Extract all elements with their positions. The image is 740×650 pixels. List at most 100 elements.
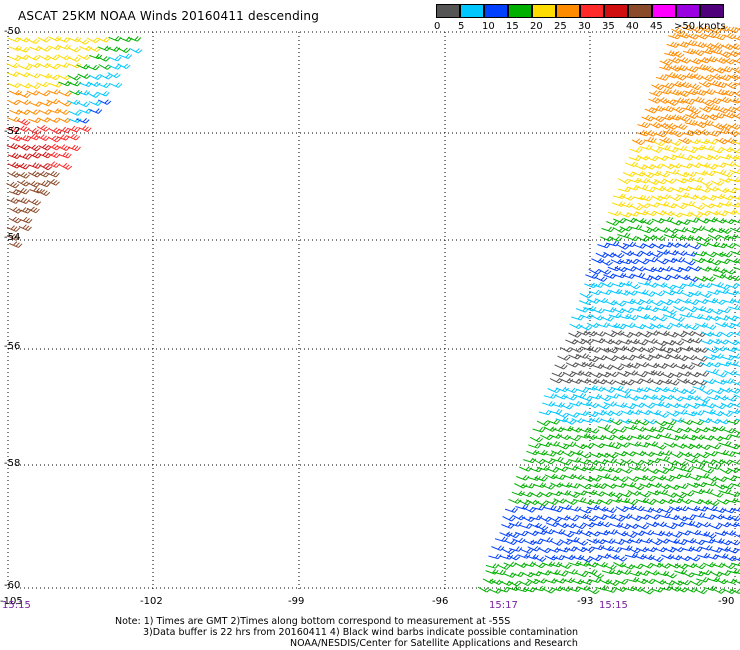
wind-barb — [717, 521, 732, 528]
wind-barb — [590, 572, 605, 579]
wind-barb — [508, 580, 522, 587]
wind-barb — [695, 322, 709, 328]
wind-barb — [630, 305, 644, 312]
legend-tick: 40 — [626, 21, 639, 32]
wind-barb — [642, 578, 656, 585]
wind-barb — [620, 332, 634, 338]
wind-barb — [665, 99, 679, 106]
wind-barb — [736, 202, 740, 205]
wind-barb — [702, 170, 716, 177]
wind-barb — [707, 130, 721, 137]
wind-barb — [702, 88, 716, 95]
wind-barb — [504, 539, 518, 546]
wind-barb — [674, 363, 688, 370]
wind-barb — [673, 73, 687, 81]
wind-barb — [699, 180, 713, 187]
wind-barb — [684, 587, 698, 593]
wind-barb — [550, 456, 564, 463]
wind-barb — [711, 122, 725, 130]
wind-barb — [8, 45, 22, 51]
graticule — [7, 31, 736, 590]
wind-barb — [671, 316, 685, 322]
legend-swatch — [628, 4, 652, 18]
wind-barb — [726, 50, 740, 57]
wind-barb — [722, 243, 736, 249]
wind-barb — [730, 506, 740, 512]
wind-barb — [685, 65, 699, 73]
wind-barb — [67, 125, 81, 133]
wind-barb — [603, 513, 617, 520]
wind-barb — [612, 516, 626, 522]
wind-barb — [702, 276, 716, 282]
legend-tick: 25 — [554, 21, 567, 32]
wind-barb — [678, 472, 692, 479]
wind-barb — [6, 225, 21, 232]
wind-barb — [660, 241, 674, 248]
wind-barb — [686, 482, 701, 488]
wind-barb — [7, 171, 21, 178]
wind-barb — [649, 252, 664, 258]
wind-barb — [642, 475, 656, 482]
wind-barb — [605, 452, 619, 459]
wind-barb — [710, 388, 724, 395]
wind-barb — [86, 92, 100, 98]
wind-barb — [117, 63, 131, 70]
wind-barb — [700, 488, 714, 494]
wind-barb — [651, 115, 665, 123]
legend-tick: 45 — [650, 21, 663, 32]
legend-tick: 35 — [602, 21, 615, 32]
wind-barb — [632, 266, 647, 272]
wind-barb — [673, 306, 687, 312]
wind-barb — [695, 506, 709, 512]
wind-barb — [691, 96, 705, 103]
wind-barb — [640, 219, 654, 225]
wind-barb — [718, 74, 732, 81]
wind-barb — [689, 546, 703, 552]
wind-barb — [717, 546, 732, 552]
wind-barb — [26, 109, 40, 115]
wind-barb — [700, 361, 714, 368]
wind-barb — [732, 475, 740, 479]
wind-barb — [708, 443, 722, 450]
wind-barb — [516, 475, 530, 481]
wind-barb — [724, 396, 738, 402]
wind-barb — [579, 579, 593, 585]
wind-barb — [666, 41, 680, 48]
wind-barb — [719, 252, 733, 258]
wind-barb — [730, 482, 740, 487]
wind-barb — [518, 580, 532, 587]
wind-barb — [602, 434, 616, 441]
wind-barb — [689, 128, 704, 136]
wind-barb — [690, 419, 705, 426]
wind-barb — [659, 324, 673, 330]
wind-barb — [536, 465, 551, 471]
wind-barb — [725, 289, 739, 296]
wind-barb — [108, 64, 122, 70]
wind-barb — [8, 216, 22, 224]
wind-barb — [636, 236, 650, 242]
wind-barb — [653, 444, 667, 450]
wind-barb — [663, 419, 677, 426]
wind-barb — [674, 123, 688, 130]
legend-tick: 5 — [458, 21, 465, 32]
wind-barb — [586, 428, 600, 434]
wind-barb — [714, 88, 728, 96]
wind-barb — [604, 355, 618, 362]
wind-barb — [640, 588, 654, 595]
wind-barb — [727, 539, 740, 546]
wind-barb — [635, 524, 650, 530]
lon-label-96: -96 — [432, 596, 449, 607]
wind-barb — [695, 64, 709, 71]
wind-barb — [624, 290, 638, 296]
wind-barb — [551, 402, 565, 408]
wind-barb — [609, 410, 623, 417]
wind-barb — [624, 161, 639, 168]
wind-barb — [66, 133, 80, 141]
wind-barb — [566, 492, 580, 499]
wind-barb — [589, 452, 604, 458]
wind-barb — [676, 403, 690, 409]
wind-barb — [682, 364, 696, 370]
wind-barb — [6, 234, 21, 241]
wind-barb — [631, 505, 645, 512]
wind-barb — [96, 56, 110, 62]
